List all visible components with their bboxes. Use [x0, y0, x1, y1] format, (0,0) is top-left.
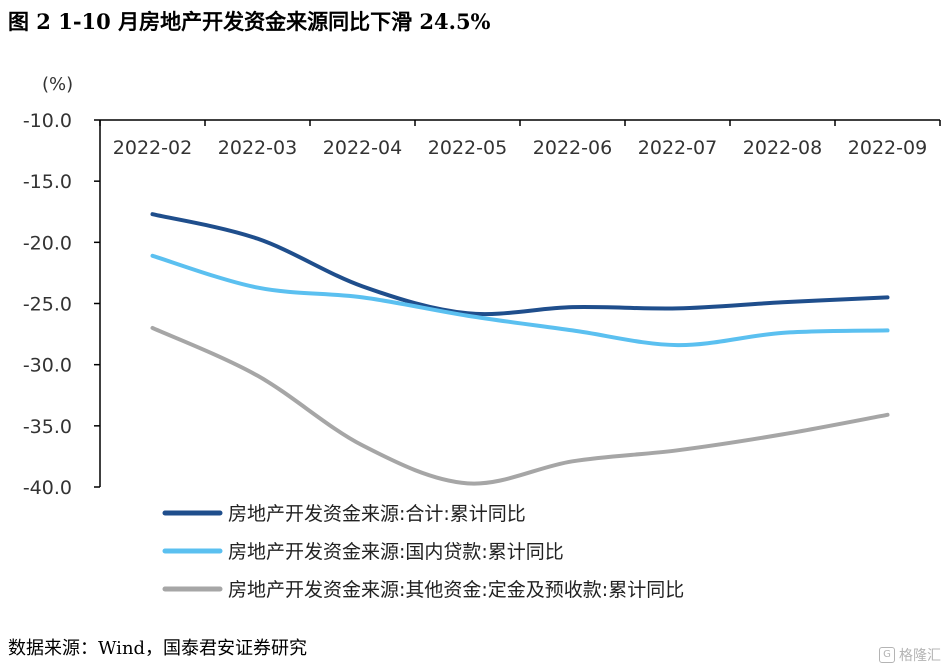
- y-tick-label: -20.0: [23, 232, 72, 254]
- legend-label-2: 房地产开发资金来源:国内贷款:累计同比: [228, 541, 564, 563]
- y-axis-ticks: -10.0 -15.0 -20.0 -25.0 -30.0 -35.0 -40.0: [23, 110, 100, 499]
- x-tick-label: 2022-09: [848, 137, 927, 159]
- x-tick-label: 2022-04: [323, 137, 402, 159]
- watermark-text: 格隆汇: [899, 648, 941, 664]
- source-note: 数据来源：Wind，国泰君安证券研究: [8, 638, 308, 659]
- x-tick-label: 2022-08: [743, 137, 822, 159]
- legend-label-3: 房地产开发资金来源:其他资金:定金及预收款:累计同比: [228, 579, 684, 601]
- x-tick-label: 2022-05: [428, 137, 507, 159]
- y-tick-label: -10.0: [23, 110, 72, 132]
- watermark: G 格隆汇: [879, 645, 941, 665]
- y-tick-label: -25.0: [23, 294, 72, 316]
- series-line-1: [150, 212, 890, 317]
- y-tick-label: -15.0: [23, 171, 72, 193]
- x-tick-label: 2022-06: [533, 137, 612, 159]
- line-chart: (%) -10.0-15.0-20.0-25.0-30.0-35.0-40.0 …: [23, 74, 941, 601]
- y-tick-label: -30.0: [23, 355, 72, 377]
- y-tick-label: -35.0: [23, 416, 72, 438]
- x-axis: 2022-02 2022-03 2022-04 2022-05 2022-06 2022-…: [99, 119, 941, 159]
- x-tick-label: 2022-03: [218, 137, 297, 159]
- series-line-2: [150, 253, 890, 348]
- watermark-logo-icon: G: [879, 647, 895, 663]
- y-tick-label: -40.0: [23, 477, 72, 499]
- series-lines: [150, 212, 890, 486]
- figure-title: 图 2 1-10 月房地产开发资金来源同比下滑 24.5%: [8, 9, 491, 34]
- series-line-3: [150, 325, 890, 486]
- x-tick-label: 2022-07: [638, 137, 717, 159]
- legend-label-1: 房地产开发资金来源:合计:累计同比: [228, 503, 526, 525]
- y-axis-unit-label: (%): [42, 74, 73, 95]
- x-tick-label: 2022-02: [113, 137, 192, 159]
- legend: 房地产开发资金来源:合计:累计同比房地产开发资金来源:国内贷款:累计同比房地产开…: [162, 503, 684, 601]
